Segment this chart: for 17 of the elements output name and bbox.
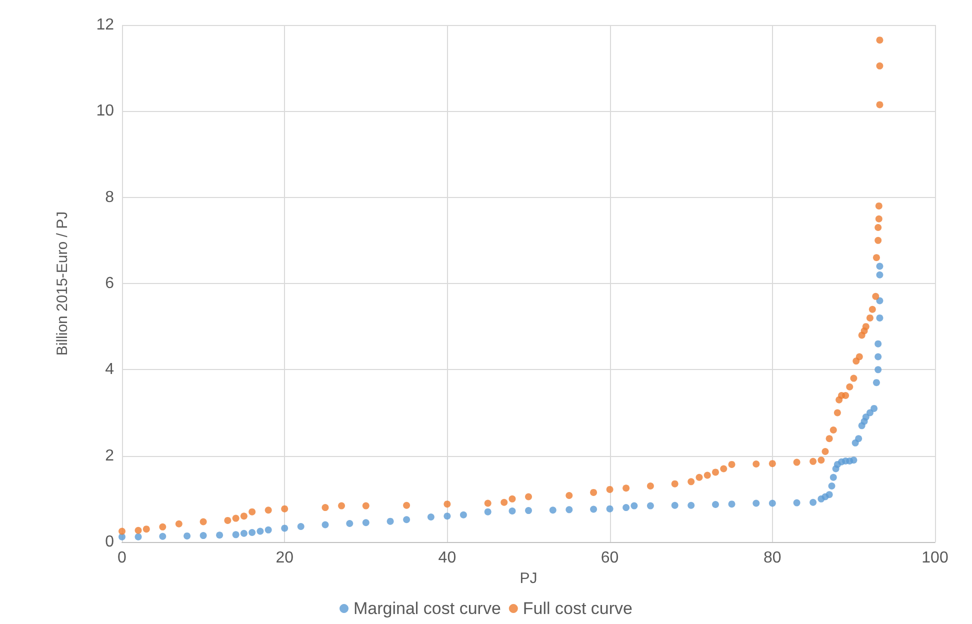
x-tick-label: 100 bbox=[922, 550, 948, 566]
x-tick-label: 40 bbox=[438, 550, 456, 566]
y-tick-label: 2 bbox=[105, 447, 114, 464]
legend-label: Marginal cost curve bbox=[354, 599, 501, 618]
y-tick-label: 10 bbox=[96, 102, 114, 120]
x-axis-title: PJ bbox=[520, 570, 538, 587]
y-tick-label: 0 bbox=[105, 534, 114, 550]
x-tick-label: 20 bbox=[276, 550, 294, 566]
y-axis-title: Billion 2015-Euro / PJ bbox=[54, 211, 71, 356]
y-tick-label: 4 bbox=[105, 361, 114, 378]
x-tick-label: 60 bbox=[600, 550, 619, 566]
y-tick-label: 6 bbox=[105, 275, 114, 292]
y-tick-label: 12 bbox=[96, 16, 114, 34]
y-tick-label: 8 bbox=[105, 188, 114, 206]
x-tick-label: 0 bbox=[118, 550, 127, 566]
x-tick-label: 80 bbox=[764, 550, 782, 566]
legend-label: Full cost curve bbox=[522, 599, 632, 618]
